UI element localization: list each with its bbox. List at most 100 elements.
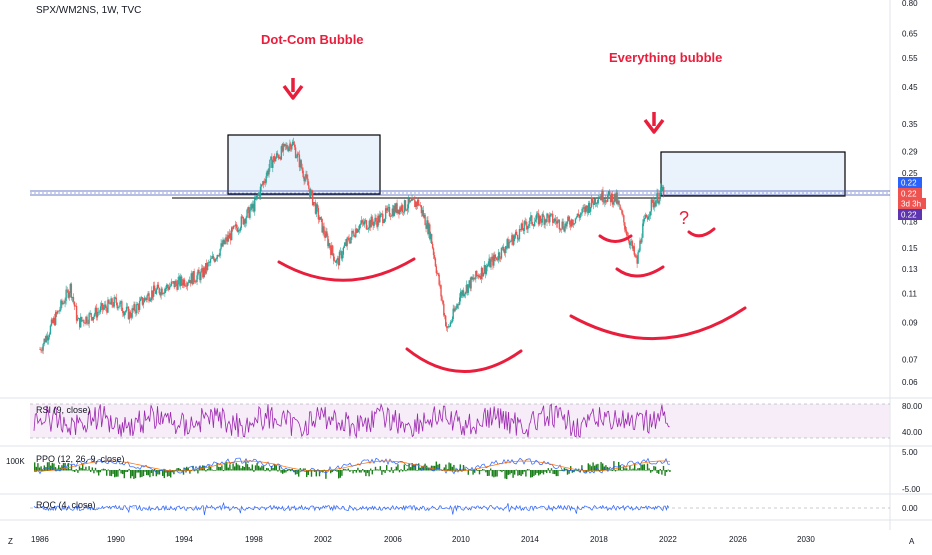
ppo-bar — [554, 470, 556, 475]
candle-body — [218, 255, 220, 257]
candle-body — [584, 207, 586, 213]
ppo-bar — [635, 469, 637, 471]
candle-body — [87, 322, 89, 324]
candle-body — [132, 308, 134, 310]
ppo-bar — [362, 468, 364, 471]
ppo-bar — [480, 470, 482, 471]
ppo-bar — [266, 468, 268, 471]
candle-body — [595, 203, 598, 205]
candle-body — [205, 263, 208, 270]
candle-body — [524, 221, 526, 222]
candle-body — [160, 288, 162, 296]
timezone-toggle[interactable]: Z — [8, 537, 13, 546]
ppo-bar — [403, 464, 405, 471]
candle-body — [499, 258, 502, 259]
candle-body — [202, 268, 204, 278]
ppo-bar — [197, 470, 199, 474]
candle-body — [126, 306, 129, 308]
candle-body — [76, 318, 79, 321]
ppo-bar — [642, 464, 644, 471]
candle-body — [163, 293, 165, 294]
time-tick-label: 2022 — [659, 535, 677, 544]
ppo-bar — [214, 470, 217, 471]
candle-body — [620, 209, 622, 210]
candle-body — [295, 157, 298, 158]
ppo-bar — [400, 469, 402, 471]
candle-body — [225, 237, 227, 241]
candle-body — [566, 221, 568, 227]
candle-body — [243, 219, 245, 225]
ppo-bar — [557, 470, 559, 477]
candle-body — [252, 203, 254, 209]
candle-body — [197, 270, 199, 276]
ppo-bar — [290, 470, 292, 472]
candle-body — [362, 222, 365, 225]
candle-body — [201, 268, 203, 272]
candle-body — [102, 303, 104, 310]
candle-body — [374, 217, 376, 222]
candle-body — [588, 202, 591, 212]
candle-body — [261, 184, 264, 186]
candle-body — [625, 231, 628, 236]
ppo-bar — [302, 468, 305, 471]
candle-body — [487, 264, 489, 267]
candle-body — [172, 281, 174, 282]
candle-body — [265, 176, 267, 183]
symbol-title[interactable]: SPX/WM2NS, 1W, TVC — [36, 5, 142, 16]
ppo-bar — [162, 470, 164, 476]
roc-label[interactable]: ROC (4, close) — [36, 500, 96, 510]
ppo-bar — [507, 470, 509, 475]
candle-body — [272, 160, 274, 168]
candle-body — [662, 186, 665, 195]
candle-body — [312, 202, 315, 206]
candle-body — [268, 168, 270, 175]
candle-body — [298, 154, 301, 168]
ppo-bar — [602, 463, 604, 471]
ppo-bar — [637, 468, 639, 471]
candle-body — [497, 252, 500, 260]
price-tick-label: 0.65 — [902, 29, 918, 38]
candle-body — [617, 200, 619, 204]
ppo-bar — [360, 470, 362, 473]
candle-body — [152, 290, 154, 297]
candle-body — [439, 284, 441, 286]
ppo-bar — [517, 470, 519, 476]
ppo-bar — [205, 470, 207, 472]
ppo-bar — [206, 468, 209, 471]
ppo-bar — [355, 470, 357, 473]
price-tick-label: 0.09 — [902, 319, 918, 328]
ppo-bar — [435, 461, 437, 471]
candle-body — [387, 206, 390, 208]
candle-body — [95, 307, 98, 318]
candle-body — [219, 248, 221, 256]
ppo-bar — [74, 470, 76, 472]
ppo-bar — [70, 464, 73, 471]
candle-body — [192, 271, 194, 285]
ppo-bar — [594, 465, 596, 471]
candle-body — [117, 306, 119, 309]
candle-body — [440, 285, 442, 297]
candle-body — [426, 220, 428, 229]
ppo-bar — [118, 468, 121, 471]
candle-body — [493, 254, 495, 266]
candle-body — [514, 235, 516, 238]
candle-body — [327, 235, 329, 247]
candle-body — [502, 246, 505, 251]
ppo-bar — [486, 470, 489, 477]
candle-body — [438, 274, 440, 285]
candle-body — [98, 311, 101, 313]
candle-body — [54, 312, 57, 325]
auto-scale-toggle[interactable]: A — [909, 537, 915, 546]
ppo-bar — [411, 463, 413, 471]
candle-body — [151, 290, 153, 299]
candle-body — [658, 200, 660, 204]
ppo-bar — [544, 470, 546, 472]
ppo-bar — [541, 470, 543, 474]
candle-body — [450, 321, 453, 323]
candle-body — [46, 335, 49, 341]
ppo-label[interactable]: PPO (12, 26, 9, close) — [36, 454, 125, 464]
ppo-bar — [144, 470, 146, 472]
rsi-label[interactable]: RSI (9, close) — [36, 405, 91, 415]
candle-body — [220, 243, 222, 249]
ppo-bar — [232, 463, 234, 471]
